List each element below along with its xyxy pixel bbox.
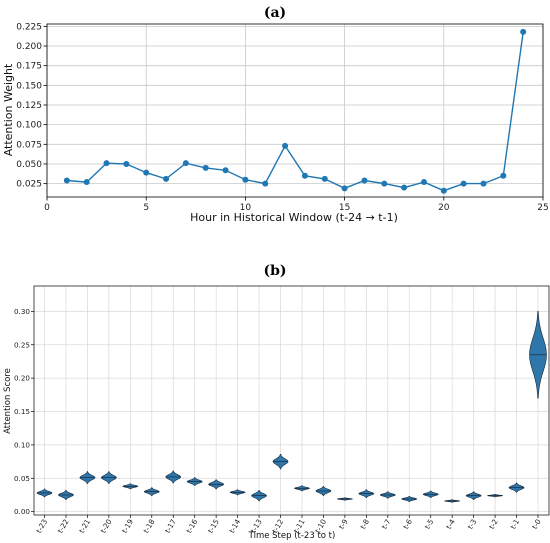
panel-a-y-tick-label: 0.100 [16, 121, 42, 131]
panel-a-x-ticks: 0 5 10 15 20 25 [44, 197, 549, 213]
panel-a-data-point [301, 172, 308, 179]
panel-a-data-point [420, 179, 427, 186]
panel-b-y-tick-label: 0.20 [14, 374, 30, 383]
panel-b-x-tick-label: t-17 [163, 518, 178, 535]
panel-a-data-point [321, 175, 328, 182]
panel-b-x-tick-label: t-1 [508, 518, 521, 531]
panel-b-x-tick-label: t-20 [99, 517, 114, 534]
panel-b-plot-frame [33, 285, 550, 516]
panel-a-data-point [341, 185, 348, 192]
panel-a-data-point [123, 160, 130, 167]
panel-b-x-tick-label: t-18 [141, 517, 156, 534]
panel-a-data-point [381, 180, 388, 187]
panel-b-x-tick-label: t-7 [380, 518, 393, 531]
panel-a-y-tick-label: 0.025 [16, 180, 42, 190]
panel-a-data-point [440, 187, 447, 194]
panel-b-x-tick-label: t-23 [34, 518, 49, 535]
panel-a-x-tick-label: 0 [44, 203, 50, 213]
panel-b-x-tick-label: t-22 [56, 518, 71, 535]
panel-a-data-point [83, 179, 90, 186]
panel-a-x-tick-label: 25 [537, 203, 548, 213]
panel-b-x-tick-label: t-14 [227, 517, 242, 534]
panel-b-x-tick-label: t-16 [184, 517, 199, 534]
panel-a-y-tick-label: 0.175 [16, 62, 42, 72]
panel-a-series-line [66, 31, 524, 192]
panel-b-y-tick-label: 0.05 [14, 474, 30, 483]
panel-a-data-point [202, 164, 209, 171]
panel-a-data-point [500, 172, 507, 179]
panel-b-y-axis-label: Attention Score [3, 368, 13, 434]
panel-b-y-tick-label: 0.25 [14, 340, 30, 349]
panel-a-y-tick-label: 0.050 [16, 160, 42, 170]
panel-b-x-tick-label: t-4 [444, 517, 457, 531]
panel-a-y-tick-label: 0.150 [16, 81, 42, 91]
panel-a-data-point [103, 160, 110, 167]
panel-a-y-tick-label: 0.075 [16, 140, 42, 150]
panel-b-y-tick-label: 0.15 [14, 407, 30, 416]
panel-b-x-tick-label: t-8 [358, 517, 371, 531]
panel-a-title: (a) [264, 5, 286, 21]
panel-a-x-tick-label: 10 [240, 203, 252, 213]
panel-a-y-tick-label: 0.225 [16, 22, 42, 32]
panel-b-title: (b) [263, 263, 286, 279]
panel-a-x-tick-label: 5 [143, 203, 149, 213]
panel-a-plot-frame [46, 23, 544, 198]
panel-b-grid [34, 286, 549, 515]
panel-b-x-tick-label: t-6 [401, 517, 414, 531]
panel-a-series [63, 28, 527, 194]
panel-a-data-point [262, 180, 269, 187]
panel-a-data-point [480, 180, 487, 187]
panel-a-data-point [63, 177, 70, 184]
panel-b-y-tick-label: 0.30 [14, 307, 30, 316]
panel-b-y-tick-label: 0.00 [14, 507, 30, 516]
panel-b-x-tick-label: t-15 [206, 518, 221, 535]
panel-b-x-tick-label: t-0 [530, 517, 543, 531]
panel-a-x-tick-label: 15 [339, 203, 350, 213]
panel-b-x-axis-label: Time Step (t-23 to t) [248, 531, 336, 541]
panel-b-x-tick-label: t-9 [337, 517, 350, 531]
panel-a-data-point [143, 169, 150, 176]
panel-b-y-ticks: 0.00 0.05 0.10 0.15 0.20 0.25 0.30 [14, 307, 34, 516]
panel-b-x-tick-label: t-21 [77, 518, 92, 535]
panel-a-grid [46, 24, 544, 197]
panel-b-y-tick-label: 0.10 [14, 440, 30, 449]
panel-b: (b) 0.00 0.05 0.10 0.15 0.20 0.25 0.30 t-23 t-2… [3, 263, 550, 541]
panel-a-x-axis-label: Hour in Historical Window (t-24 → t-1) [190, 211, 398, 224]
panel-a-y-tick-label: 0.200 [16, 42, 42, 52]
panel-b-x-tick-label: t-3 [466, 518, 479, 531]
panel-a-y-ticks: 0.025 0.050 0.075 0.100 0.125 0.150 0.175 0.200… [16, 22, 47, 190]
panel-a-data-point [460, 180, 467, 187]
panel-b-x-tick-label: t-19 [120, 517, 135, 534]
panel-a-data-point [401, 184, 408, 191]
panel-a-data-point [361, 177, 368, 184]
panel-a-data-point [242, 176, 249, 183]
panel-a-y-axis-label: Attention Weight [2, 63, 15, 156]
panel-b-x-tick-label: t-5 [423, 518, 436, 531]
panel-b-violins [36, 311, 547, 503]
panel-a-data-point [222, 167, 229, 174]
panel-a-data-point [520, 28, 527, 35]
panel-b-x-tick-label: t-2 [487, 518, 500, 531]
panel-a-y-tick-label: 0.125 [16, 101, 42, 111]
panel-a: (a) 0 5 10 15 20 25 0.025 0.050 0.075 0.100 0.125… [2, 5, 549, 224]
panel-a-data-point [282, 142, 289, 149]
panel-a-data-point [163, 175, 170, 182]
panel-a-data-point [182, 160, 189, 167]
panel-a-x-tick-label: 20 [438, 203, 450, 213]
